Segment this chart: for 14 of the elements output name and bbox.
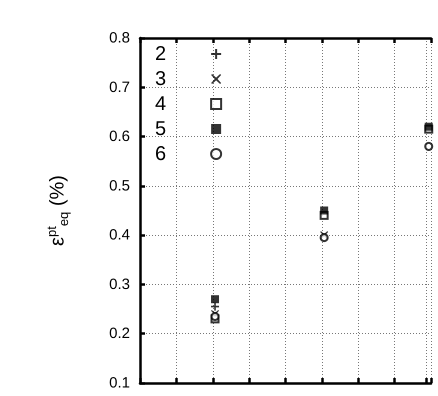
y-tick-label: 0.6 — [109, 128, 130, 146]
legend-label: 5 — [155, 118, 166, 140]
y-axis-title: εpteq (%) — [44, 175, 71, 246]
y-tick-label: 0.2 — [109, 325, 130, 342]
legend-label: 6 — [155, 143, 166, 165]
y-tick-label: 0.7 — [109, 78, 130, 96]
y-tick-label: 0.5 — [109, 177, 130, 194]
y-tick-label: 0.4 — [109, 226, 130, 244]
y-tick-label: 0.8 — [109, 30, 130, 46]
y-tick-label: 0.3 — [109, 276, 130, 293]
legend-label: 4 — [155, 93, 166, 115]
y-tick-label: 0.1 — [109, 374, 130, 392]
legend-label: 3 — [155, 68, 166, 90]
legend-label: 2 — [155, 43, 166, 65]
